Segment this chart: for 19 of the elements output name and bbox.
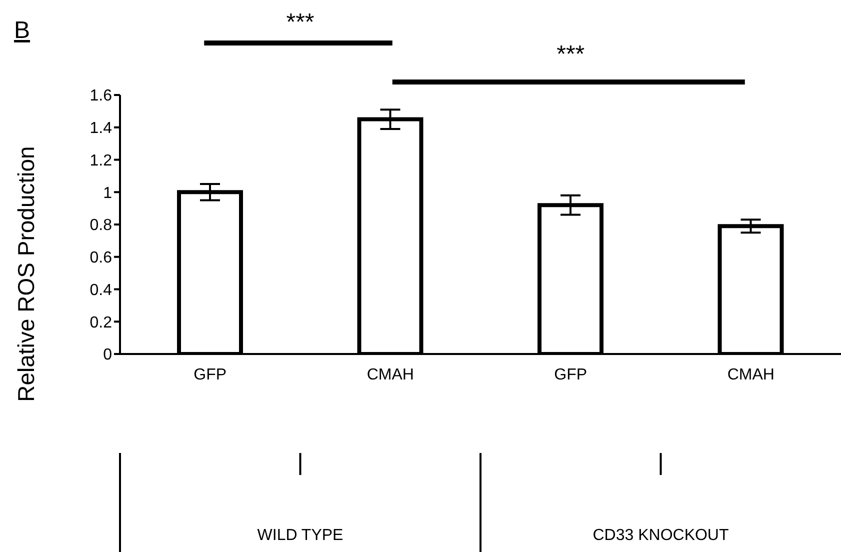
text: *** bbox=[286, 9, 314, 36]
x-tick-label: CMAH bbox=[727, 366, 774, 384]
x-tick-label: CMAH bbox=[366, 366, 414, 384]
y-tick-label: 1.2 bbox=[90, 152, 112, 170]
y-tick-label: 1.4 bbox=[90, 120, 112, 138]
text: WILD TYPE bbox=[257, 527, 344, 544]
text: CD33 KNOCKOUT bbox=[592, 527, 729, 544]
y-tick-label: 0.2 bbox=[90, 314, 112, 332]
y-tick-label: 0.4 bbox=[90, 282, 112, 299]
y-axis-title: Relative ROS Production bbox=[13, 146, 39, 402]
text: *** bbox=[556, 41, 585, 68]
x-tick-label: GFP bbox=[194, 366, 227, 384]
y-tick-label: 1.6 bbox=[90, 88, 112, 105]
y-tick-label: 0.8 bbox=[90, 217, 112, 234]
y-tick-label: 0.6 bbox=[90, 250, 112, 267]
y-tick-label: 1 bbox=[103, 184, 112, 202]
y-tick-label: 0 bbox=[103, 346, 112, 364]
x-tick-label: GFP bbox=[554, 366, 588, 384]
chart-title: B bbox=[14, 17, 30, 44]
